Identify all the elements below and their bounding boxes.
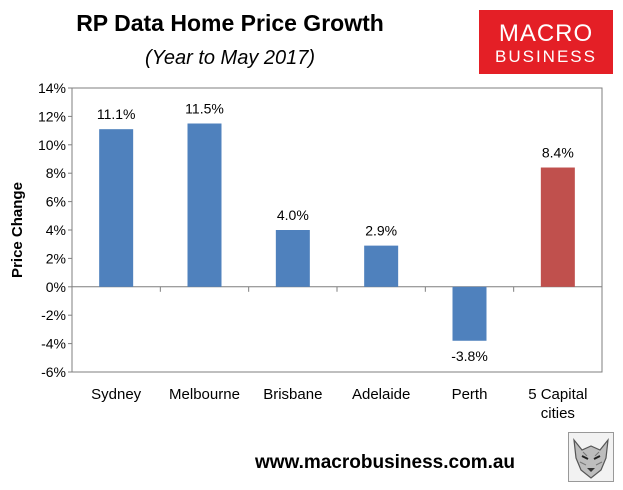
website-url: www.macrobusiness.com.au xyxy=(254,452,516,473)
chart-title: RP Data Home Price Growth xyxy=(76,10,384,36)
y-tick-label: 6% xyxy=(46,194,66,210)
y-tick-label: 8% xyxy=(46,165,66,181)
y-tick-label: 4% xyxy=(46,222,66,238)
bar xyxy=(540,167,575,287)
y-tick-label: 14% xyxy=(38,80,66,96)
category-label: cities xyxy=(541,405,575,422)
wolf-logo-icon xyxy=(568,432,614,482)
category-label: Perth xyxy=(452,386,488,403)
data-label: 11.1% xyxy=(97,106,136,122)
bar xyxy=(275,230,310,287)
logo-text-line1: MACRO xyxy=(498,20,594,47)
bar xyxy=(364,245,399,287)
data-label: 4.0% xyxy=(277,207,309,223)
y-tick-label: 0% xyxy=(46,279,66,295)
data-label: 2.9% xyxy=(365,223,397,239)
category-label: Sydney xyxy=(91,386,142,403)
y-tick-label: 10% xyxy=(38,137,66,153)
y-tick-label: 2% xyxy=(46,250,66,266)
logo-text-line2: BUSINESS xyxy=(495,47,597,66)
y-tick-label: -2% xyxy=(41,307,66,323)
plot-border xyxy=(71,87,603,373)
y-tick-label: -6% xyxy=(41,364,66,380)
y-tick-label: 12% xyxy=(38,108,66,124)
category-label: Adelaide xyxy=(352,386,410,403)
bar xyxy=(452,286,487,341)
chart-subtitle: (Year to May 2017) xyxy=(144,47,316,69)
data-label: 11.5% xyxy=(185,101,224,117)
bar xyxy=(187,123,222,287)
y-tick-label: -4% xyxy=(41,336,66,352)
macrobusiness-logo: MACRO BUSINESS xyxy=(479,10,613,74)
category-label: Melbourne xyxy=(169,386,240,403)
y-axis-label: Price Change xyxy=(9,182,26,278)
category-label: 5 Capital xyxy=(528,386,587,403)
plot-area: -6% -4% -2% 0% 2% 4% 6% 8% 10% 12% 14% 11.1% Sydney 1… xyxy=(9,80,603,422)
category-label: Brisbane xyxy=(263,386,322,403)
bar xyxy=(99,129,134,287)
data-label: 8.4% xyxy=(542,145,574,161)
data-label: -3.8% xyxy=(451,348,488,364)
